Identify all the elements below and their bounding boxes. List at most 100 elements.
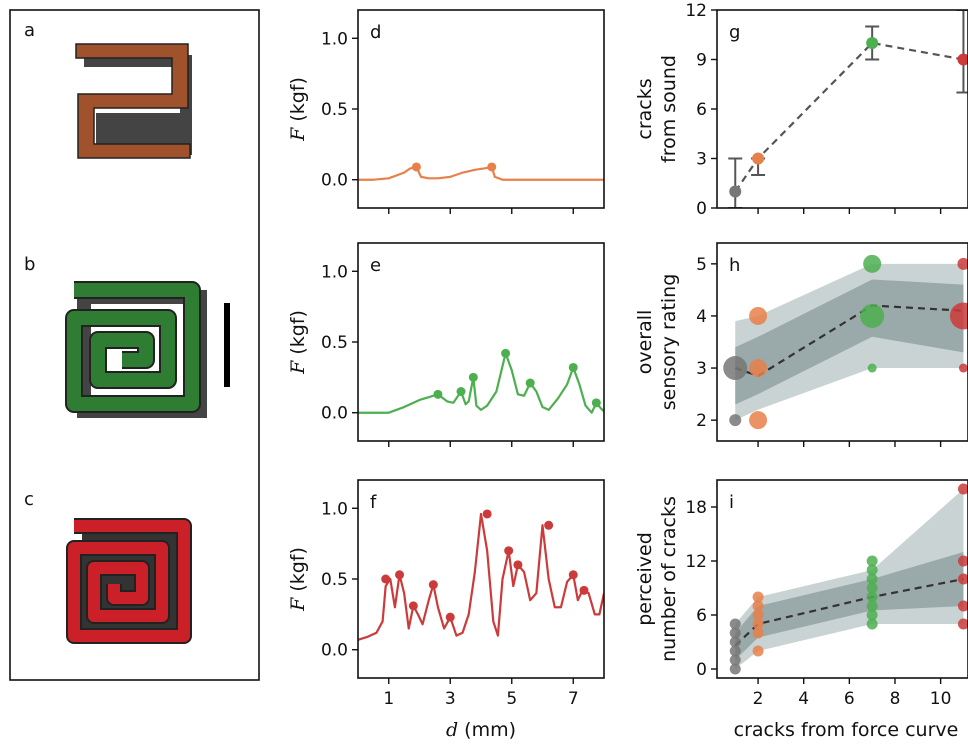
data-point bbox=[729, 645, 741, 657]
y-tick-label: 0 bbox=[696, 660, 707, 680]
band-inner bbox=[735, 552, 964, 660]
y-axis-label: from sound bbox=[658, 55, 680, 163]
data-point bbox=[729, 185, 742, 198]
peak-point bbox=[525, 378, 535, 388]
data-point bbox=[860, 303, 885, 328]
axes-frame bbox=[716, 242, 968, 442]
plot-area bbox=[723, 254, 968, 430]
y-axis-label: F (kgf) bbox=[287, 547, 309, 612]
peak-point bbox=[456, 387, 466, 396]
y-axis-label: F (kgf) bbox=[287, 310, 309, 375]
y-tick-label: 4 bbox=[696, 307, 707, 327]
data-point bbox=[749, 306, 768, 325]
data-point bbox=[729, 618, 741, 630]
y-tick-label: 6 bbox=[696, 606, 707, 626]
data-point bbox=[752, 600, 764, 612]
x-tick-label: 6 bbox=[844, 689, 855, 709]
x-tick-label: 7 bbox=[568, 689, 579, 709]
panel-label-c: c bbox=[24, 489, 34, 510]
y-axis-unit: (kgf) bbox=[287, 547, 309, 592]
y-tick-label: 0.5 bbox=[321, 333, 348, 353]
data-point bbox=[867, 363, 877, 373]
data-point bbox=[752, 609, 764, 621]
mean-line bbox=[734, 304, 964, 378]
peak-point bbox=[468, 372, 478, 382]
trend-line bbox=[734, 41, 964, 193]
y-tick-label: 3 bbox=[696, 150, 707, 170]
data-point bbox=[729, 663, 741, 675]
data-point bbox=[749, 411, 768, 430]
panel-label: i bbox=[729, 492, 734, 513]
data-point bbox=[866, 591, 878, 603]
y-tick-label: 0.0 bbox=[321, 404, 348, 424]
axes-frame bbox=[716, 479, 968, 679]
chart-f: 0.0 0.5 1.0 1 3 5 7 f F (kgf) d (mm) bbox=[287, 479, 605, 741]
data-point bbox=[866, 609, 878, 621]
y-axis-label: number of cracks bbox=[658, 496, 680, 662]
y-axis-unit: (kgf) bbox=[287, 77, 309, 122]
peak-point bbox=[568, 570, 578, 580]
panel-label-a: a bbox=[24, 20, 35, 41]
axes-frame bbox=[716, 9, 968, 209]
chart-e: 0.0 0.5 1.0 e F (kgf) bbox=[287, 242, 605, 447]
data-point bbox=[866, 564, 878, 576]
x-axis-var: d bbox=[446, 719, 464, 741]
data-point bbox=[729, 627, 741, 639]
data-point bbox=[866, 618, 878, 630]
y-tick-label: 12 bbox=[685, 1, 707, 21]
y-tick-label: 1.0 bbox=[321, 262, 348, 282]
data-point bbox=[957, 483, 968, 495]
y-axis-label: sensory rating bbox=[658, 274, 680, 411]
peak-point bbox=[501, 348, 511, 358]
data-point bbox=[866, 600, 878, 612]
peak-point bbox=[579, 585, 589, 595]
data-point bbox=[752, 591, 764, 603]
plot-area bbox=[358, 162, 604, 181]
data-point bbox=[957, 573, 968, 585]
data-point bbox=[863, 254, 882, 273]
x-axis-label: cracks from force curve bbox=[734, 719, 959, 741]
y-tick-label: 0.5 bbox=[321, 100, 348, 120]
peak-point bbox=[504, 546, 514, 556]
panel-label-b: b bbox=[24, 254, 35, 275]
y-tick-label: 18 bbox=[685, 498, 707, 518]
x-tick-label: 1 bbox=[383, 689, 394, 709]
series-line-f bbox=[358, 512, 604, 641]
series-line-d bbox=[358, 165, 604, 181]
data-point bbox=[957, 257, 968, 270]
data-point bbox=[957, 53, 968, 66]
y-tick-label: 6 bbox=[696, 100, 707, 120]
y-axis-var: F bbox=[287, 122, 309, 142]
panel-label: h bbox=[729, 255, 740, 276]
panel-label: g bbox=[729, 22, 740, 43]
shape-a bbox=[75, 43, 192, 159]
peak-point bbox=[411, 162, 421, 172]
y-axis-label: F (kgf) bbox=[287, 77, 309, 142]
x-tick-label: 8 bbox=[890, 689, 901, 709]
x-tick-label: 4 bbox=[798, 689, 809, 709]
peak-point bbox=[591, 398, 601, 408]
axes-frame bbox=[357, 9, 605, 209]
x-tick-label: 10 bbox=[930, 689, 952, 709]
data-point bbox=[729, 654, 741, 666]
mean-line bbox=[734, 577, 964, 647]
peak-point bbox=[513, 560, 523, 570]
plot-area bbox=[358, 509, 604, 641]
data-point bbox=[957, 600, 968, 612]
y-axis-label: cracks bbox=[634, 78, 656, 139]
data-point bbox=[957, 618, 968, 630]
plot-area bbox=[728, 10, 968, 208]
peak-point bbox=[568, 362, 578, 372]
data-point bbox=[958, 363, 968, 373]
y-tick-label: 1.0 bbox=[321, 29, 348, 49]
data-point bbox=[729, 636, 741, 648]
data-point bbox=[723, 356, 748, 381]
band-inner bbox=[735, 279, 964, 405]
scale-bar bbox=[224, 303, 230, 387]
y-axis-var: F bbox=[287, 592, 309, 612]
peak-point bbox=[381, 574, 391, 584]
data-point bbox=[752, 645, 764, 657]
peak-point bbox=[482, 509, 492, 519]
